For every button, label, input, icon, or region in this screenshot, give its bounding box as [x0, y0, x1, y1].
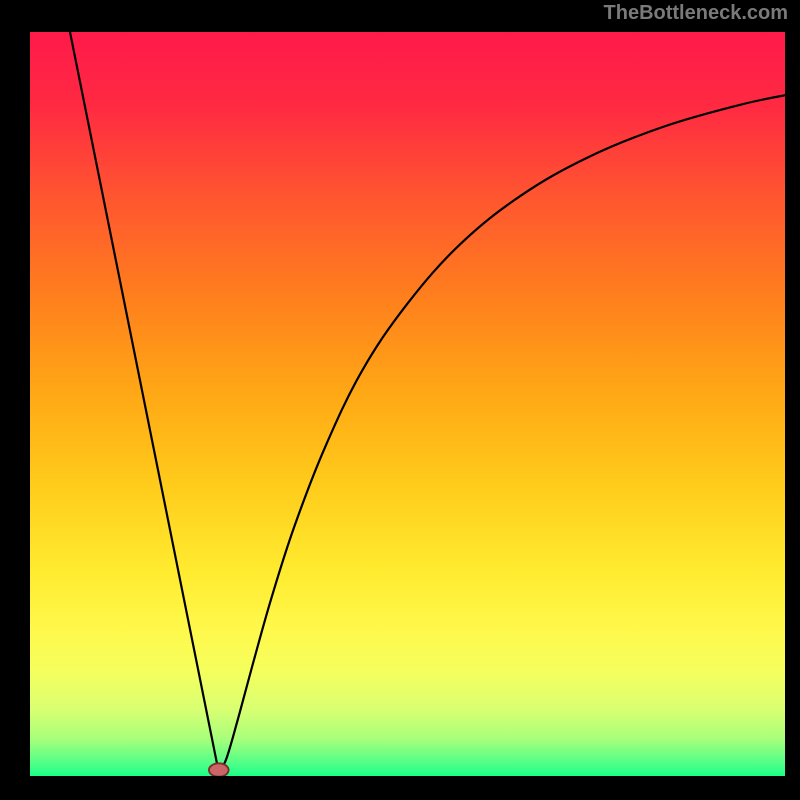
watermark-text: TheBottleneck.com: [604, 2, 788, 25]
chart-background: [30, 32, 785, 776]
bottleneck-curve-chart: [30, 32, 785, 776]
chart-plot-area: [30, 32, 785, 776]
optimal-point-marker: [209, 763, 229, 776]
